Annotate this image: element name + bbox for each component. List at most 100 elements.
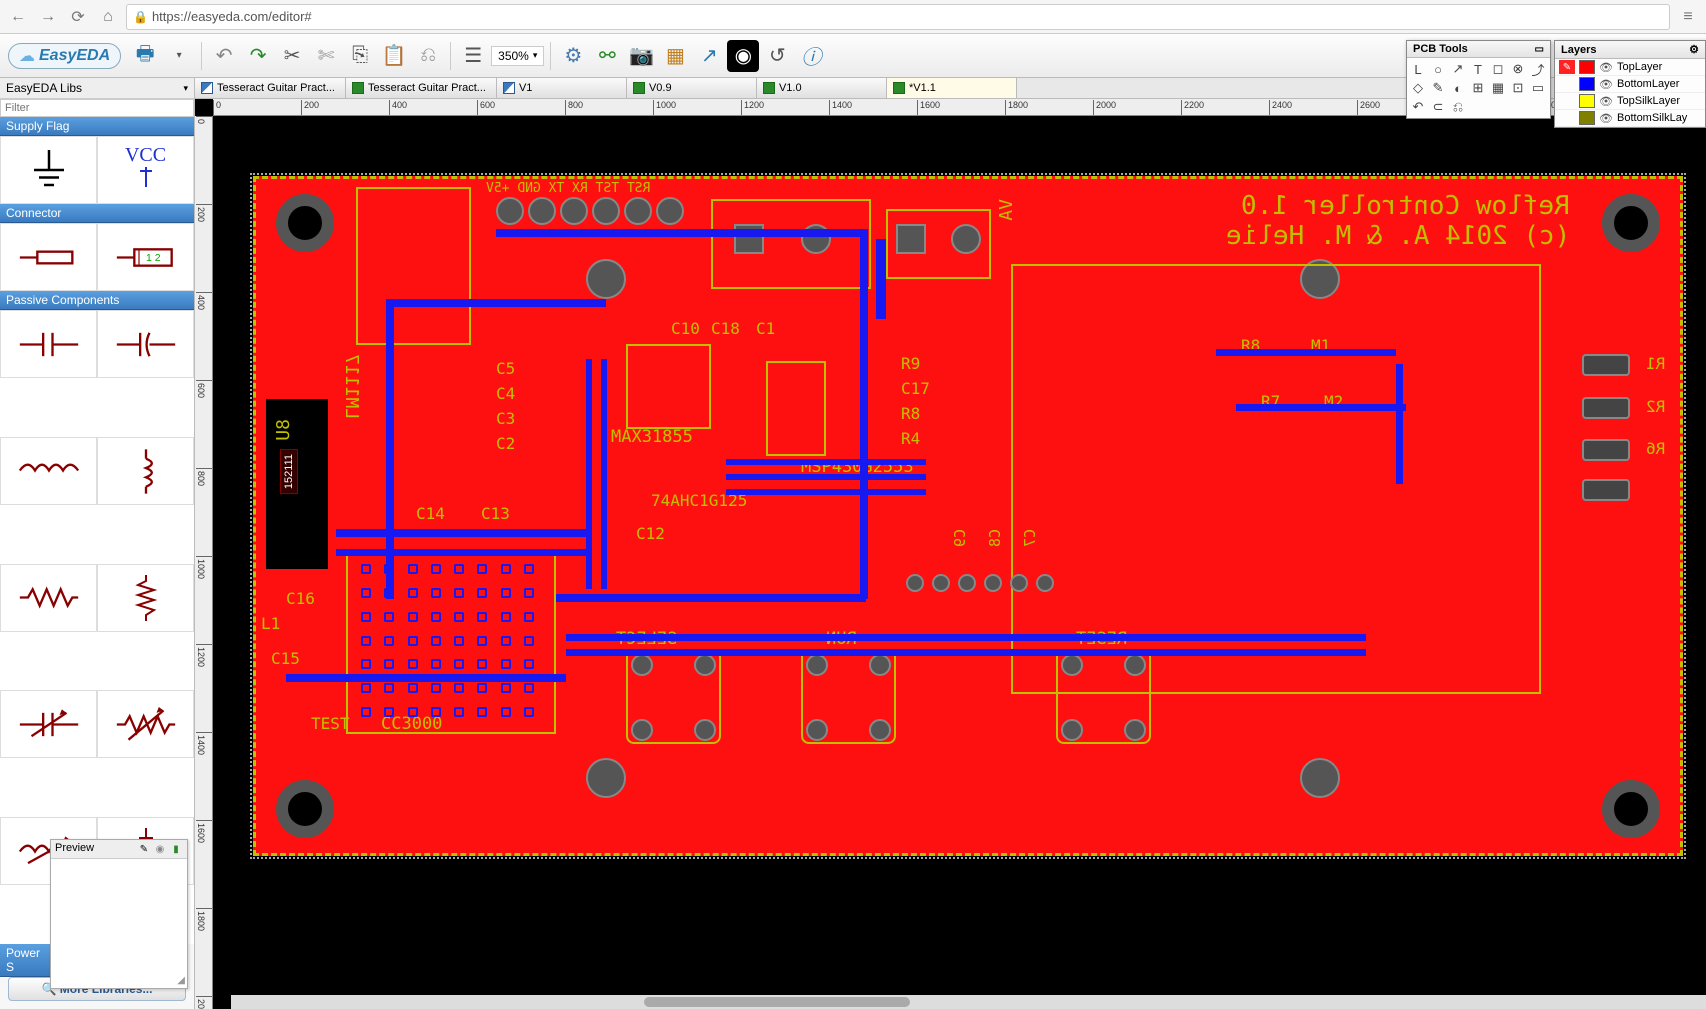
gear-icon[interactable]: ⚙	[1689, 43, 1699, 56]
bom-icon[interactable]: ▦	[659, 40, 691, 72]
pcb-tool-button[interactable]: ▦	[1489, 79, 1507, 97]
pcb-tools-panel[interactable]: PCB Tools ▭ L○↗T◻⊗⤴◇✎◐⊞▦⊡▭↶⊂⎌	[1406, 40, 1551, 119]
pcb-tool-button[interactable]: ◇	[1409, 79, 1427, 97]
layer-row[interactable]: 👁BottomLayer	[1555, 76, 1705, 93]
pcb-tool-button[interactable]: ✎	[1429, 79, 1447, 97]
scrollbar-thumb[interactable]	[644, 997, 910, 1007]
pencil-icon[interactable]: ✎	[1559, 60, 1575, 74]
symbol-varcap[interactable]	[0, 690, 97, 758]
app-logo[interactable]: ☁ EasyEDA	[8, 43, 121, 69]
pcb-tool-button[interactable]: ⤴	[1529, 60, 1547, 78]
layers-header[interactable]: Layers ⚙	[1555, 41, 1705, 59]
symbol-vcc[interactable]: VCC	[97, 136, 194, 204]
print-icon[interactable]: 🖶	[129, 40, 161, 72]
pcb-tool-button[interactable]: ↗	[1449, 60, 1467, 78]
align-icon[interactable]: ☰	[457, 40, 489, 72]
symbol-cap[interactable]	[0, 310, 97, 378]
undo-icon[interactable]: ↶	[208, 40, 240, 72]
c17-label: C17	[901, 379, 930, 398]
browser-url-input[interactable]: 🔒 https://easyeda.com/editor#	[126, 4, 1670, 30]
pin-icon[interactable]: ◉	[153, 842, 167, 856]
pencil-icon[interactable]	[1559, 94, 1575, 108]
pcb-tool-button[interactable]: ◻	[1489, 60, 1507, 78]
document-tab[interactable]: Tesseract Guitar Pract...	[346, 78, 497, 98]
gear-icon[interactable]: ⚙	[557, 40, 589, 72]
pencil-icon[interactable]	[1559, 111, 1575, 125]
layer-color-swatch[interactable]	[1579, 60, 1595, 74]
eye-icon[interactable]: 👁	[1599, 61, 1613, 74]
share-icon[interactable]: ⚯	[591, 40, 623, 72]
symbol-gnd[interactable]	[0, 136, 97, 204]
pcb-canvas[interactable]: Reflow Controller 1.0 (c) 2014 A. & M. H…	[213, 116, 1706, 1009]
symbol-conn2[interactable]: 1 2	[97, 223, 194, 291]
dropdown-icon[interactable]: ▾	[163, 40, 195, 72]
browser-chrome: ← → ⟳ ⌂ 🔒 https://easyeda.com/editor# ≡	[0, 0, 1706, 34]
brush-icon[interactable]: ⎌	[412, 40, 444, 72]
pcb-tool-button[interactable]: ⊂	[1429, 98, 1447, 116]
eye-icon[interactable]: 👁	[1599, 112, 1613, 125]
pcb-tool-button[interactable]: ↶	[1409, 98, 1427, 116]
category-passive[interactable]: Passive Components	[0, 291, 194, 310]
pcb-tool-button[interactable]: ⊗	[1509, 60, 1527, 78]
symbol-cap-pol[interactable]	[97, 310, 194, 378]
pcb-tool-button[interactable]: L	[1409, 60, 1427, 78]
symbol-inductor2[interactable]	[97, 437, 194, 505]
layer-row[interactable]: ✎👁TopLayer	[1555, 59, 1705, 76]
sidebar-filter-input[interactable]	[0, 99, 194, 117]
layer-color-swatch[interactable]	[1579, 94, 1595, 108]
pcb-tool-button[interactable]: ⊡	[1509, 79, 1527, 97]
layer-color-swatch[interactable]	[1579, 111, 1595, 125]
battery-icon[interactable]: ▮	[169, 842, 183, 856]
pcb-tool-button[interactable]: T	[1469, 60, 1487, 78]
browser-reload-icon[interactable]: ⟳	[66, 5, 90, 29]
document-tab[interactable]: V0.9	[627, 78, 757, 98]
export-icon[interactable]: ↗	[693, 40, 725, 72]
eye-icon[interactable]: 👁	[1599, 95, 1613, 108]
preview-panel[interactable]: Preview ✎ ◉ ▮ ◢	[50, 839, 188, 989]
pcb-tool-button[interactable]: ⊞	[1469, 79, 1487, 97]
minimize-icon[interactable]: ▭	[1535, 44, 1544, 55]
pencil-icon[interactable]	[1559, 77, 1575, 91]
browser-back-icon[interactable]: ←	[6, 5, 30, 29]
history-icon[interactable]: ↺	[761, 40, 793, 72]
symbol-conn1[interactable]	[0, 223, 97, 291]
steam-icon[interactable]: ◉	[727, 40, 759, 72]
horizontal-scrollbar[interactable]	[231, 995, 1706, 1009]
info-icon[interactable]: ⓘ	[795, 40, 827, 72]
preview-resize-handle[interactable]: ◢	[177, 975, 185, 986]
browser-forward-icon[interactable]: →	[36, 5, 60, 29]
symbol-pot[interactable]	[97, 690, 194, 758]
document-tab[interactable]: V1	[497, 78, 627, 98]
layers-panel[interactable]: Layers ⚙ ✎👁TopLayer👁BottomLayer👁TopSilkL…	[1554, 40, 1706, 128]
symbol-resistor-v[interactable]	[97, 564, 194, 632]
camera-icon[interactable]: 📷	[625, 40, 657, 72]
zoom-select[interactable]: 350% ▾	[491, 46, 544, 66]
bga-pad	[477, 707, 487, 717]
chevron-down-icon[interactable]: ▾	[183, 83, 188, 94]
symbol-resistor[interactable]	[0, 564, 97, 632]
browser-menu-icon[interactable]: ≡	[1676, 5, 1700, 29]
pcb-tools-header[interactable]: PCB Tools ▭	[1407, 41, 1550, 58]
layer-row[interactable]: 👁BottomSilkLay	[1555, 110, 1705, 127]
symbol-inductor[interactable]	[0, 437, 97, 505]
category-supply-flag[interactable]: Supply Flag	[0, 117, 194, 136]
browser-home-icon[interactable]: ⌂	[96, 5, 120, 29]
cut2-icon[interactable]: ✄	[310, 40, 342, 72]
layer-row[interactable]: 👁TopSilkLayer	[1555, 93, 1705, 110]
layer-color-swatch[interactable]	[1579, 77, 1595, 91]
redo-icon[interactable]: ↷	[242, 40, 274, 72]
pcb-tool-button[interactable]: ⎌	[1449, 98, 1467, 116]
document-tab[interactable]: *V1.1	[887, 78, 1017, 98]
pcb-tool-button[interactable]: ○	[1429, 60, 1447, 78]
paste-icon[interactable]: 📋	[378, 40, 410, 72]
pcb-tool-button[interactable]: ▭	[1529, 79, 1547, 97]
category-connector[interactable]: Connector	[0, 204, 194, 223]
category-power[interactable]: Power S	[0, 944, 50, 977]
edit-icon[interactable]: ✎	[137, 842, 151, 856]
eye-icon[interactable]: 👁	[1599, 78, 1613, 91]
document-tab[interactable]: V1.0	[757, 78, 887, 98]
copy-icon[interactable]: ⎘	[344, 40, 376, 72]
cut-icon[interactable]: ✂	[276, 40, 308, 72]
document-tab[interactable]: Tesseract Guitar Pract...	[195, 78, 346, 98]
pcb-tool-button[interactable]: ◐	[1449, 79, 1467, 97]
